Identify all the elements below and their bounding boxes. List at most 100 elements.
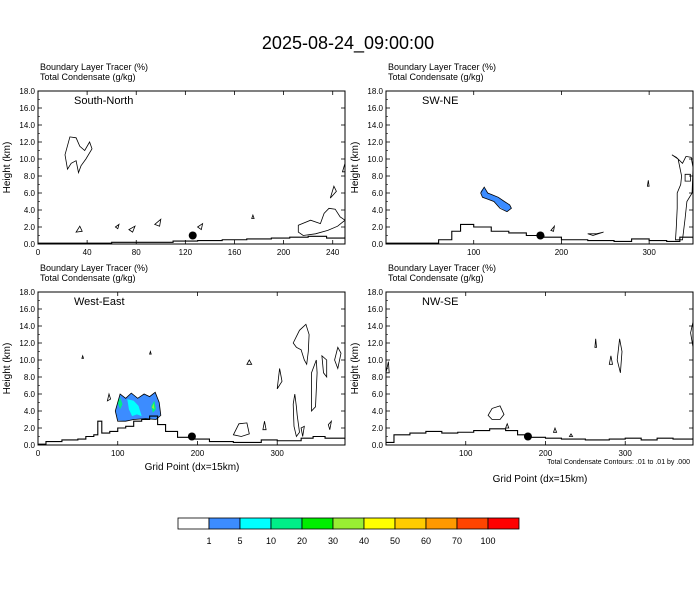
x-axis-label-right: Grid Point (dx=15km) [493, 474, 588, 485]
colorbar-swatch [332, 517, 365, 530]
y-tick-label: 2.0 [24, 424, 36, 433]
colorbar-label: 5 [237, 536, 242, 546]
condensate-contour [552, 426, 558, 433]
condensate-contour [196, 222, 204, 231]
field-label-condensate: Total Condensate (g/kg) [388, 273, 484, 283]
condensate-contour [321, 354, 328, 379]
condensate-contour [297, 207, 345, 236]
terrain-line [386, 428, 693, 443]
y-tick-label: 8.0 [372, 172, 384, 181]
colorbar-label: 1 [206, 536, 211, 546]
x-tick-label: 200 [539, 449, 553, 458]
field-label-tracer: Boundary Layer Tracer (%) [388, 62, 496, 72]
x-tick-label: 300 [619, 449, 633, 458]
y-tick-label: 2.0 [372, 223, 384, 232]
condensate-contour [114, 391, 162, 422]
tracer-fill-5-10 [127, 399, 142, 417]
y-tick-label: 0.0 [24, 240, 36, 249]
field-label-tracer: Boundary Layer Tracer (%) [40, 263, 148, 273]
y-tick-label: 6.0 [372, 189, 384, 198]
condensate-contour [246, 359, 253, 365]
condensate-contour [550, 224, 556, 232]
y-tick-label: 14.0 [19, 121, 35, 130]
condensate-contour [128, 225, 136, 233]
condensate-contour [594, 338, 597, 348]
y-tick-label: 12.0 [19, 138, 35, 147]
condensate-contour [341, 163, 345, 173]
figure-title: 2025-08-24_09:00:00 [262, 33, 434, 54]
condensate-contour [684, 173, 691, 182]
condensate-contour [262, 421, 267, 431]
x-tick-label: 200 [555, 248, 569, 257]
colorbar-label: 100 [480, 536, 495, 546]
panel-label: SW-NE [422, 95, 458, 107]
y-tick-label: 0.0 [24, 441, 36, 450]
footnote: Total Condensate Contours: .01 to .01 by… [547, 459, 690, 466]
condensate-contour [292, 393, 300, 438]
condensate-contour [311, 359, 318, 413]
condensate-contour [276, 368, 283, 390]
location-marker [188, 231, 197, 240]
condensate-contour [153, 218, 162, 227]
colorbar-label: 50 [390, 536, 400, 546]
colorbar-label: 30 [328, 536, 338, 546]
plot-frame [37, 90, 346, 245]
x-tick-label: 0 [36, 449, 41, 458]
y-tick-label: 4.0 [372, 407, 384, 416]
y-tick-label: 6.0 [372, 390, 384, 399]
y-tick-label: 18.0 [367, 87, 383, 96]
y-tick-label: 14.0 [19, 322, 35, 331]
y-tick-label: 14.0 [367, 121, 383, 130]
y-tick-label: 10.0 [19, 356, 35, 365]
condensate-contour [616, 338, 623, 373]
y-tick-label: 10.0 [19, 155, 35, 164]
panel-2: Boundary Layer Tracer (%)Total Condensat… [350, 62, 694, 257]
y-tick-label: 8.0 [24, 373, 36, 382]
y-tick-label: 6.0 [24, 390, 36, 399]
x-tick-label: 200 [277, 248, 291, 257]
x-tick-label: 240 [326, 248, 340, 257]
y-axis-label: Height (km) [350, 142, 361, 194]
x-tick-label: 100 [467, 248, 481, 257]
condensate-contour [671, 154, 693, 241]
condensate-contour [587, 231, 604, 236]
panel-3: Boundary Layer Tracer (%)Total Condensat… [2, 263, 346, 458]
x-tick-label: 300 [642, 248, 656, 257]
terrain-line [38, 415, 345, 445]
condensate-contour [149, 350, 152, 355]
condensate-contour [646, 180, 650, 187]
y-tick-label: 0.0 [372, 240, 384, 249]
y-tick-label: 18.0 [367, 288, 383, 297]
y-tick-label: 4.0 [24, 407, 36, 416]
colorbar-swatch [456, 517, 489, 530]
plot-frame [37, 291, 346, 446]
x-tick-label: 40 [83, 248, 92, 257]
colorbar-swatch [487, 517, 520, 530]
x-tick-label: 80 [132, 248, 141, 257]
location-marker [536, 231, 545, 240]
condensate-contour [487, 405, 505, 420]
x-tick-label: 120 [179, 248, 193, 257]
condensate-contour [64, 136, 93, 175]
plot-frame [385, 291, 694, 446]
colorbar: 1 5 10 20 30 40 50 60 70 100 [177, 517, 520, 546]
x-tick-label: 100 [459, 449, 473, 458]
y-tick-label: 18.0 [19, 87, 35, 96]
x-tick-label: 200 [191, 449, 205, 458]
y-axis-label: Height (km) [350, 343, 361, 395]
y-tick-label: 4.0 [372, 206, 384, 215]
y-tick-label: 16.0 [367, 305, 383, 314]
colorbar-label: 70 [452, 536, 462, 546]
y-tick-label: 0.0 [372, 441, 384, 450]
field-label-condensate: Total Condensate (g/kg) [40, 72, 136, 82]
condensate-contour [114, 223, 120, 230]
x-tick-label: 0 [36, 248, 41, 257]
condensate-contour [81, 354, 85, 359]
colorbar-swatch [208, 517, 241, 530]
y-tick-label: 18.0 [19, 288, 35, 297]
y-tick-label: 10.0 [367, 155, 383, 164]
condensate-contour [334, 346, 342, 370]
y-tick-label: 2.0 [372, 424, 384, 433]
x-axis-label-left: Grid Point (dx=15km) [145, 462, 240, 473]
condensate-contour [300, 425, 305, 437]
